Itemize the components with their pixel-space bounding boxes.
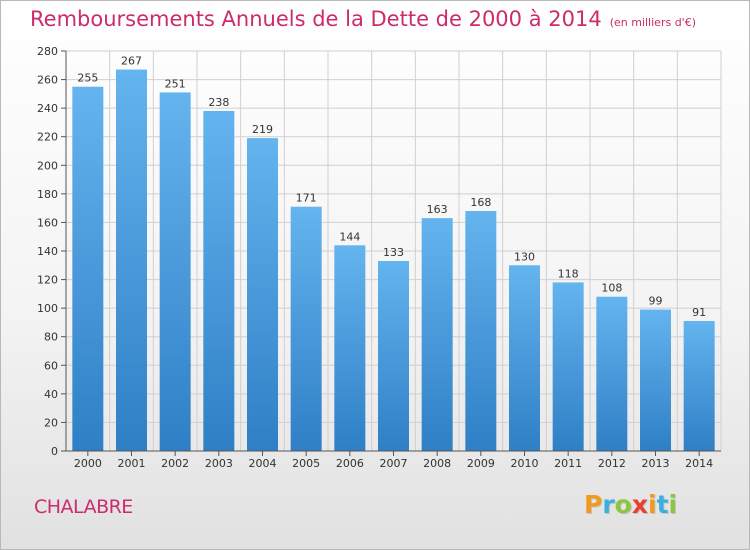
logo-letter: P (584, 490, 603, 519)
data-label-2003: 238 (208, 96, 229, 109)
y-tick-label: 160 (37, 216, 58, 229)
data-label-2009: 168 (470, 196, 491, 209)
x-tick-label: 2007 (380, 457, 408, 470)
y-tick-label: 80 (44, 331, 58, 344)
logo-letter: i (648, 490, 657, 519)
bar-2013 (640, 309, 671, 451)
bar-2003 (203, 111, 235, 451)
data-label-2002: 251 (165, 77, 186, 90)
bar-2010 (509, 265, 540, 451)
data-label-2001: 267 (121, 55, 142, 68)
x-tick-label: 2000 (74, 457, 102, 470)
data-label-2010: 130 (514, 250, 535, 263)
data-label-2008: 163 (427, 203, 448, 216)
data-label-2013: 99 (649, 295, 663, 308)
x-tick-label: 2013 (642, 457, 670, 470)
x-tick-label: 2009 (467, 457, 495, 470)
x-tick-label: 2005 (292, 457, 320, 470)
logo-letter: t (656, 490, 669, 519)
data-label-2006: 144 (339, 230, 360, 243)
logo-letter: x (631, 490, 648, 519)
proxiti-logo: Proxiti (584, 490, 677, 519)
y-tick-label: 0 (51, 445, 58, 458)
x-tick-label: 2008 (423, 457, 451, 470)
y-tick-label: 40 (44, 388, 58, 401)
x-tick-label: 2004 (249, 457, 277, 470)
bar-2012 (596, 296, 628, 451)
y-tick-label: 120 (37, 274, 58, 287)
y-tick-label: 220 (37, 131, 58, 144)
chart-title: Remboursements Annuels de la Dette de 20… (30, 7, 696, 31)
x-tick-label: 2011 (554, 457, 582, 470)
bar-2004 (247, 138, 278, 451)
y-tick-label: 260 (37, 74, 58, 87)
data-label-2005: 171 (296, 192, 317, 205)
data-label-2012: 108 (601, 282, 622, 295)
logo-letter: r (602, 490, 615, 519)
commune-name: CHALABRE (34, 496, 133, 518)
data-label-2011: 118 (558, 267, 579, 280)
bar-2002 (159, 92, 191, 451)
bar-2014 (683, 321, 715, 451)
y-tick-label: 140 (37, 245, 58, 258)
x-tick-label: 2012 (598, 457, 626, 470)
chart-unit: (en milliers d'€) (609, 16, 696, 29)
data-label-2014: 91 (692, 306, 706, 319)
x-tick-label: 2003 (205, 457, 233, 470)
y-tick-label: 20 (44, 416, 58, 429)
y-tick-label: 200 (37, 159, 58, 172)
y-tick-label: 60 (44, 359, 58, 372)
bar-2008 (421, 218, 453, 451)
bar-2001 (116, 69, 147, 452)
x-tick-label: 2006 (336, 457, 364, 470)
data-label-2007: 133 (383, 246, 404, 259)
logo-letter: i (668, 490, 678, 519)
chart-title-text: Remboursements Annuels de la Dette de 20… (30, 7, 602, 31)
bar-2011 (552, 282, 584, 451)
logo-letter: o (614, 490, 632, 519)
bar-2000 (72, 86, 104, 451)
bar-2007 (378, 261, 409, 451)
x-tick-label: 2010 (511, 457, 539, 470)
x-tick-label: 2002 (161, 457, 189, 470)
bar-2006 (334, 245, 366, 451)
x-tick-label: 2014 (685, 457, 713, 470)
x-tick-label: 2001 (118, 457, 146, 470)
bar-2005 (290, 206, 322, 451)
y-tick-label: 240 (37, 102, 58, 115)
y-tick-label: 100 (37, 302, 58, 315)
y-tick-label: 280 (37, 45, 58, 58)
data-label-2000: 255 (77, 72, 98, 85)
bar-2009 (465, 211, 497, 451)
data-label-2004: 219 (252, 123, 273, 136)
y-tick-label: 180 (37, 188, 58, 201)
